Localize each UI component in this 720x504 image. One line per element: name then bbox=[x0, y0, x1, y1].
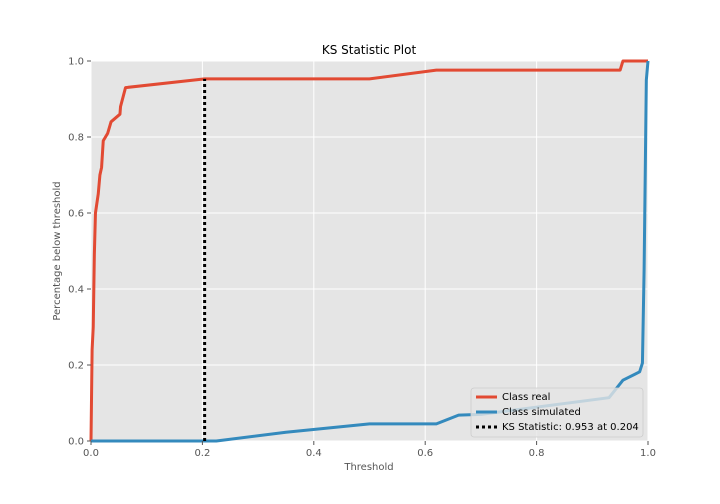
legend-label-ks-statistic: KS Statistic: 0.953 at 0.204 bbox=[502, 422, 639, 433]
x-axis-label: Threshold bbox=[343, 462, 393, 473]
x-tick-label: 0.0 bbox=[83, 448, 99, 459]
x-tick-label: 0.8 bbox=[529, 448, 545, 459]
x-tick-label: 0.6 bbox=[417, 448, 433, 459]
y-tick-label: 0.0 bbox=[68, 437, 84, 448]
x-tick-label: 1.0 bbox=[640, 448, 656, 459]
y-tick-label: 1.0 bbox=[68, 57, 84, 68]
chart-title: KS Statistic Plot bbox=[322, 43, 417, 57]
tick-labels: 0.0 0.2 0.4 0.6 0.8 1.0 0.0 0.2 0.4 0.6 0.8 1.0 bbox=[68, 57, 656, 460]
x-tick-label: 0.2 bbox=[194, 448, 210, 459]
legend-label-class-real: Class real bbox=[502, 392, 550, 403]
y-tick-label: 0.4 bbox=[68, 285, 84, 296]
series-line-class-real bbox=[89, 59, 648, 442]
x-tick-label: 0.4 bbox=[306, 448, 322, 459]
legend: Class real Class simulated KS Statistic:… bbox=[470, 387, 644, 438]
legend-box bbox=[470, 387, 644, 438]
y-tick-label: 0.2 bbox=[68, 361, 84, 372]
y-axis-label: Percentage below threshold bbox=[52, 181, 63, 320]
plot-area bbox=[91, 61, 648, 441]
y-tick-label: 0.6 bbox=[68, 209, 84, 220]
legend-label-class-simulated: Class simulated bbox=[502, 407, 581, 418]
y-tick-label: 0.8 bbox=[68, 133, 84, 144]
